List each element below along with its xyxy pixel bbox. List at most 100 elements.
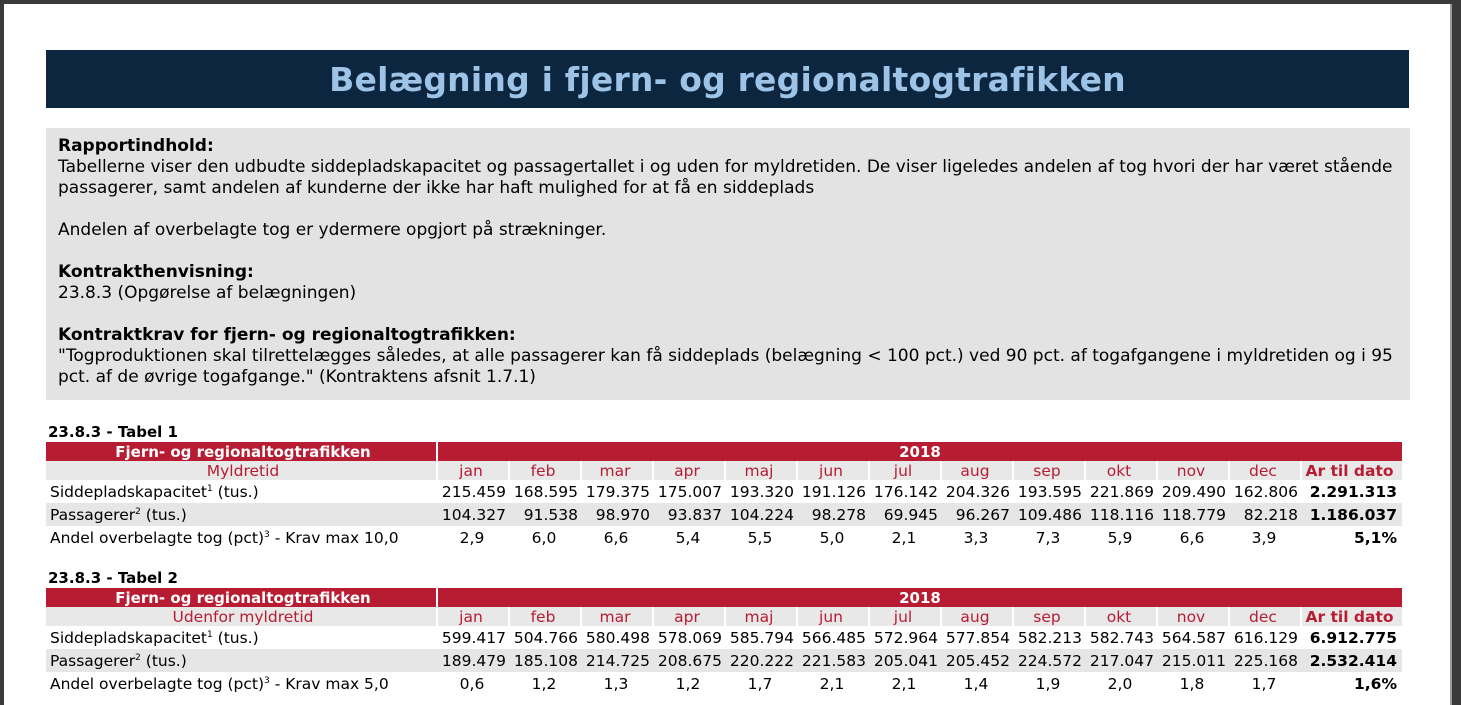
table-cell: 5,0 — [819, 528, 845, 547]
row-label-suffix: - Krav max 5,0 — [269, 674, 389, 693]
table-cell: 220.222 — [726, 649, 798, 672]
table-cell: 185.108 — [510, 649, 582, 672]
table-cell: 215.459 — [441, 482, 506, 501]
report-info-box: Rapportindhold: Tabellerne viser den udb… — [46, 128, 1410, 400]
table-cell: 176.142 — [873, 482, 938, 501]
table-cell: 162.806 — [1233, 482, 1298, 501]
table-cell: 566.485 — [801, 628, 866, 647]
table-cell: 5,9 — [1107, 528, 1133, 547]
month-header-jan: jan — [438, 461, 510, 480]
window-frame-left — [0, 0, 4, 705]
month-header-sep: sep — [1014, 461, 1086, 480]
table-cell: 109.486 — [1014, 503, 1086, 526]
footnote-marker: 1 — [206, 629, 213, 640]
month-header-jul: jul — [870, 607, 942, 626]
table-cell: 118.779 — [1158, 503, 1230, 526]
row-label-suffix: (tus.) — [212, 628, 259, 647]
row-label: Siddepladskapacitet1 (tus.) — [46, 480, 438, 503]
footnote-marker: 3 — [264, 529, 270, 540]
period-label: Udenfor myldretid — [46, 607, 438, 626]
table-cell: 221.869 — [1089, 482, 1154, 501]
ytd-value: 1.186.037 — [1302, 503, 1402, 526]
row-label-text: Passagerer — [50, 651, 136, 670]
table-cell: 3,9 — [1251, 528, 1277, 547]
table-cell: 7,3 — [1035, 528, 1061, 547]
table-cell: 93.837 — [654, 503, 726, 526]
row-label: Andel overbelagte tog (pct)3 - Krav max … — [46, 526, 438, 549]
table-header-row: Fjern- og regionaltogtrafikken 2018 — [46, 442, 1402, 461]
month-header-row: Myldretid jan feb mar apr maj jun jul aug sep okt n… — [46, 461, 1402, 480]
row-label-suffix: (tus.) — [140, 651, 187, 670]
table-cell: 217.047 — [1086, 649, 1158, 672]
table-cell: 1,7 — [747, 674, 773, 693]
table-cell: 209.490 — [1161, 482, 1226, 501]
table-cell: 205.041 — [870, 649, 942, 672]
row-label-suffix: - Krav max 10,0 — [269, 528, 399, 547]
month-header-maj: maj — [726, 607, 798, 626]
row-label-suffix: (tus.) — [140, 505, 187, 524]
contract-reference-text: 23.8.3 (Opgørelse af belægningen) — [58, 283, 357, 303]
footnote-marker: 3 — [264, 675, 270, 686]
table-1: Fjern- og regionaltogtrafikken 2018 Myldre… — [46, 442, 1402, 549]
ytd-value: 2.532.414 — [1302, 649, 1402, 672]
table-cell: 191.126 — [801, 482, 866, 501]
row-label-text: Siddepladskapacitet — [50, 628, 207, 647]
table-cell: 504.766 — [513, 628, 578, 647]
table-cell: 2,1 — [819, 674, 845, 693]
table-row: Andel overbelagte tog (pct)3 - Krav max … — [46, 672, 1402, 695]
title-banner: Belægning i fjern- og regionaltogtrafikk… — [46, 50, 1409, 108]
footnote-marker: 2 — [135, 506, 141, 517]
contract-reference-heading: Kontrakthenvisning: — [58, 262, 254, 282]
year-header: 2018 — [438, 588, 1402, 607]
month-header-aug: aug — [942, 607, 1014, 626]
report-content-text-cont: passagerer, samt andelen af kunderne der… — [58, 178, 815, 198]
month-header-okt: okt — [1086, 461, 1158, 480]
month-header-mar: mar — [582, 461, 654, 480]
table-cell: 214.725 — [582, 649, 654, 672]
month-header-feb: feb — [510, 461, 582, 480]
table-1-caption: 23.8.3 - Tabel 1 — [48, 423, 178, 441]
month-header-nov: nov — [1158, 461, 1230, 480]
table-cell: 225.168 — [1230, 649, 1302, 672]
row-label-text: Siddepladskapacitet — [50, 482, 207, 501]
table-cell: 1,8 — [1179, 674, 1205, 693]
table-cell: 175.007 — [657, 482, 722, 501]
ytd-value: 5,1% — [1354, 528, 1397, 547]
table-cell: 1,2 — [675, 674, 701, 693]
month-header-apr: apr — [654, 607, 726, 626]
year-header: 2018 — [438, 442, 1402, 461]
month-header-feb: feb — [510, 607, 582, 626]
row-label-suffix: (tus.) — [212, 482, 259, 501]
row-label: Siddepladskapacitet1 (tus.) — [46, 626, 438, 649]
row-label: Passagerer2 (tus.) — [46, 649, 438, 672]
table-cell: 616.129 — [1233, 628, 1298, 647]
ytd-value: 6.912.775 — [1309, 628, 1397, 647]
row-label-text: Andel overbelagte tog (pct) — [50, 528, 265, 547]
table-cell: 0,6 — [459, 674, 485, 693]
window-frame-top — [0, 0, 1461, 4]
table-cell: 221.583 — [798, 649, 870, 672]
ytd-value: 1,6% — [1354, 674, 1397, 693]
table-cell: 582.743 — [1089, 628, 1154, 647]
table-row: Siddepladskapacitet1 (tus.) 215.459 168.59… — [46, 480, 1402, 503]
table-cell: 2,1 — [891, 674, 917, 693]
table-cell: 69.945 — [870, 503, 942, 526]
table-cell: 168.595 — [513, 482, 578, 501]
report-content-heading: Rapportindhold: — [58, 136, 214, 156]
table-cell: 215.011 — [1158, 649, 1230, 672]
ytd-header: Ar til dato — [1302, 607, 1402, 626]
table-cell: 5,5 — [747, 528, 773, 547]
table-cell: 599.417 — [441, 628, 506, 647]
table-row: Siddepladskapacitet1 (tus.) 599.417 504.76… — [46, 626, 1402, 649]
table-cell: 580.498 — [585, 628, 650, 647]
period-label: Myldretid — [46, 461, 438, 480]
table-cell: 193.595 — [1017, 482, 1082, 501]
month-header-maj: maj — [726, 461, 798, 480]
contract-requirement-text-cont: pct. af de øvrige togafgange." (Kontrakt… — [58, 367, 536, 387]
table-cell: 564.587 — [1161, 628, 1226, 647]
row-label-text: Andel overbelagte tog (pct) — [50, 674, 265, 693]
table-cell: 1,2 — [531, 674, 557, 693]
row-label: Andel overbelagte tog (pct)3 - Krav max … — [46, 672, 438, 695]
table-cell: 104.224 — [726, 503, 798, 526]
table-cell: 6,6 — [1179, 528, 1205, 547]
